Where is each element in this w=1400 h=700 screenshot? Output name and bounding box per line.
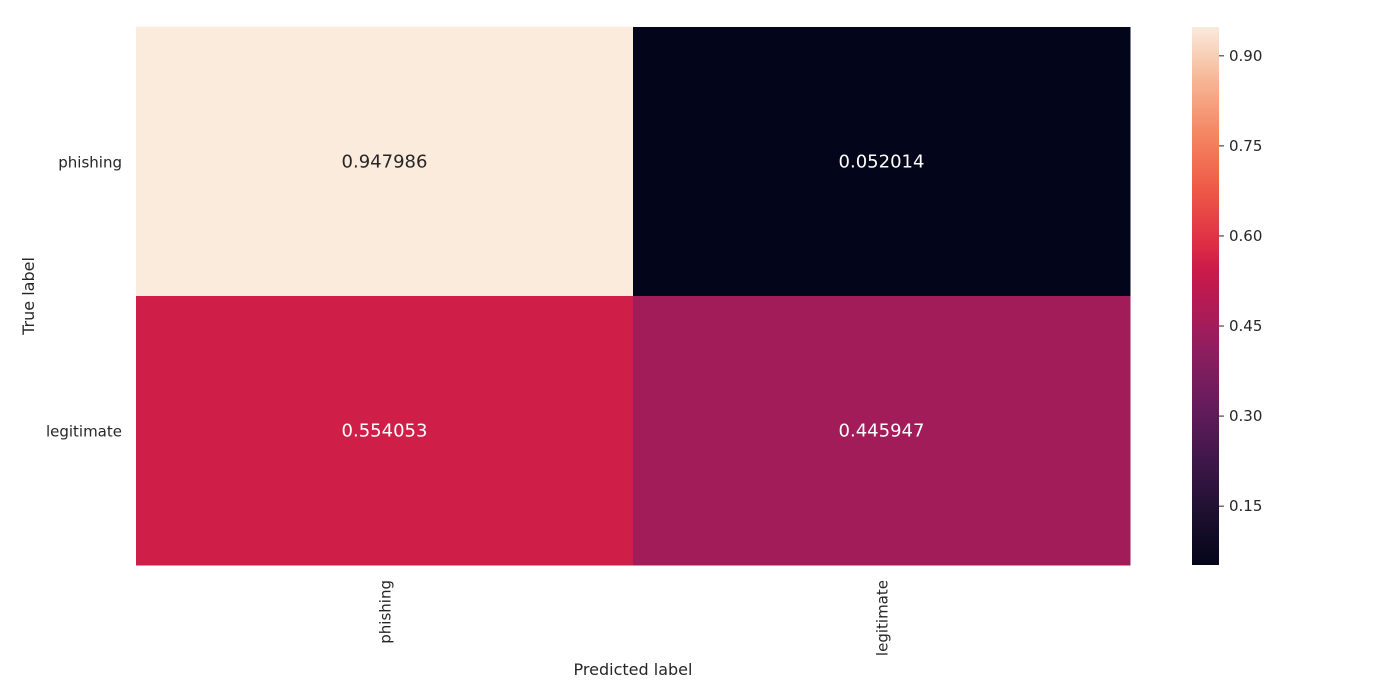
y-axis-label: True label bbox=[19, 257, 38, 336]
heatmap-cell-legitimate-legitimate bbox=[633, 296, 1131, 566]
cell-value-label: 0.052014 bbox=[839, 152, 925, 173]
colorbar-ticks: 0.15 0.30 0.45 0.60 0.75 0.90 bbox=[1219, 47, 1262, 515]
colorbar-tick-label: 0.45 bbox=[1229, 317, 1262, 335]
heatmap-cell-labels: 0.947986 0.052014 0.554053 0.445947 bbox=[342, 152, 925, 442]
x-tick-label: legitimate bbox=[874, 580, 892, 656]
x-tick-label: phishing bbox=[377, 580, 395, 644]
cell-value-label: 0.554053 bbox=[342, 421, 428, 442]
cell-value-label: 0.947986 bbox=[342, 152, 428, 173]
colorbar-tick-label: 0.90 bbox=[1229, 47, 1262, 65]
heatmap-cell-phishing-phishing bbox=[136, 27, 634, 297]
cell-value-label: 0.445947 bbox=[839, 421, 925, 442]
colorbar: 0.15 0.30 0.45 0.60 0.75 0.90 bbox=[1192, 27, 1262, 565]
colorbar-tick-label: 0.30 bbox=[1229, 407, 1262, 425]
y-tick-label: phishing bbox=[58, 154, 122, 172]
heatmap-cells bbox=[136, 27, 1131, 566]
colorbar-gradient bbox=[1192, 27, 1219, 565]
x-axis-label: Predicted label bbox=[574, 660, 693, 679]
colorbar-tick-label: 0.60 bbox=[1229, 227, 1262, 245]
heatmap-cell-phishing-legitimate bbox=[633, 27, 1131, 297]
colorbar-tick-label: 0.75 bbox=[1229, 137, 1262, 155]
colorbar-tick-label: 0.15 bbox=[1229, 497, 1262, 515]
heatmap-cell-legitimate-phishing bbox=[136, 296, 634, 566]
y-axis-ticks: phishing legitimate bbox=[46, 154, 122, 441]
x-axis-ticks: phishing legitimate bbox=[377, 580, 892, 656]
y-tick-label: legitimate bbox=[46, 423, 122, 441]
